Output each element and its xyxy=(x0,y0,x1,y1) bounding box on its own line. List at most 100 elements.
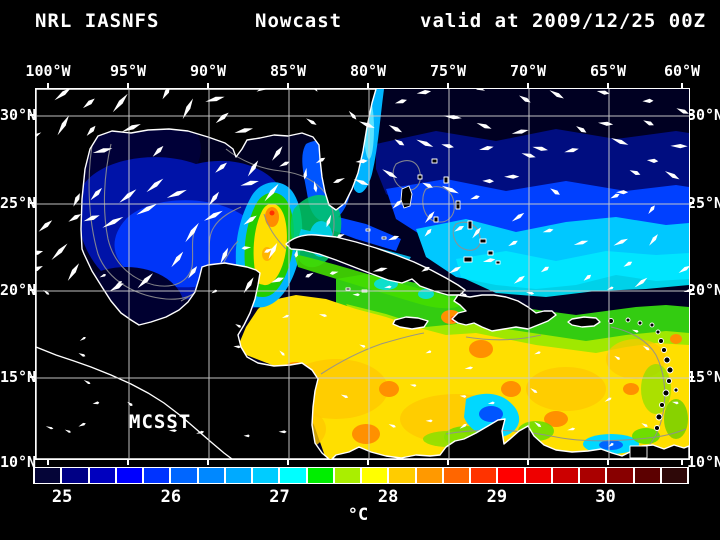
current-arrow xyxy=(83,98,95,109)
colorbar-tick-label: 26 xyxy=(160,487,182,507)
current-arrow xyxy=(672,401,679,405)
current-arrow xyxy=(122,124,141,132)
current-arrow xyxy=(235,324,241,328)
colorbar-cell xyxy=(197,468,225,483)
current-arrow xyxy=(36,250,44,255)
colorbar-cell xyxy=(252,468,280,483)
current-arrow xyxy=(305,272,314,278)
current-arrow xyxy=(634,277,648,288)
current-arrow xyxy=(278,430,287,434)
current-arrow xyxy=(441,185,459,194)
current-arrow xyxy=(78,353,86,357)
axis-tick xyxy=(127,83,129,88)
current-arrow xyxy=(112,93,128,113)
current-arrow xyxy=(665,171,680,180)
current-arrow xyxy=(73,193,80,207)
current-arrow xyxy=(576,126,587,133)
axis-tick xyxy=(607,460,609,465)
current-arrow xyxy=(542,228,554,233)
mcsst-label: MCSST xyxy=(129,411,191,433)
current-arrow xyxy=(348,110,357,120)
current-arrow xyxy=(482,258,496,263)
current-arrow xyxy=(604,397,612,402)
islands-bahamas xyxy=(365,158,501,265)
current-arrow xyxy=(425,350,432,354)
current-arrow xyxy=(614,355,620,360)
current-arrow xyxy=(479,146,494,151)
current-arrow xyxy=(211,289,217,294)
land-north-central-america xyxy=(36,89,377,459)
axis-tick xyxy=(47,83,49,88)
current-arrow xyxy=(240,180,259,186)
current-arrow xyxy=(632,329,639,333)
current-arrow xyxy=(513,275,525,284)
current-arrow xyxy=(51,243,68,260)
axis-tick xyxy=(287,83,289,88)
current-arrow xyxy=(115,281,122,286)
current-arrow xyxy=(678,266,689,273)
current-arrow xyxy=(454,225,465,232)
axis-tick xyxy=(527,83,529,88)
current-arrow xyxy=(472,227,481,239)
current-arrow xyxy=(38,220,53,232)
current-arrow xyxy=(86,125,96,136)
current-arrow xyxy=(92,401,100,405)
current-arrow xyxy=(282,314,289,318)
land-south-america xyxy=(331,418,689,459)
lon-tick-label: 85°W xyxy=(269,62,307,80)
current-arrow xyxy=(243,215,257,225)
axis-tick xyxy=(30,376,35,378)
colorbar-cell xyxy=(442,468,470,483)
colorbar-tick-label: 28 xyxy=(377,487,399,507)
current-arrow xyxy=(234,128,253,133)
colorbar-tick-label: 30 xyxy=(595,487,616,507)
current-arrow xyxy=(388,125,403,133)
current-arrow xyxy=(443,115,462,120)
axis-tick xyxy=(30,114,35,116)
current-arrow xyxy=(611,138,629,145)
current-arrow xyxy=(359,121,375,129)
lon-tick-label: 75°W xyxy=(429,62,467,80)
current-arrow xyxy=(613,238,628,246)
current-arrow xyxy=(683,289,689,292)
map-canvas: MCSST xyxy=(36,89,689,459)
current-arrow xyxy=(337,234,345,238)
current-arrow xyxy=(215,112,229,124)
colorbar xyxy=(33,467,689,484)
current-arrow xyxy=(313,89,318,92)
island-hispaniola xyxy=(451,294,557,332)
current-arrow xyxy=(279,161,290,167)
current-arrow xyxy=(272,146,283,161)
current-arrow xyxy=(36,266,43,272)
current-arrow xyxy=(83,215,100,222)
colorbar-cell xyxy=(551,468,579,483)
colorbar-cells xyxy=(34,468,688,483)
colorbar-cell xyxy=(143,468,171,483)
island-cuba xyxy=(285,234,466,296)
current-arrow xyxy=(83,380,91,384)
colorbar-cell xyxy=(579,468,607,483)
current-arrow xyxy=(416,139,434,147)
current-arrow xyxy=(241,246,252,250)
lon-tick-label: 70°W xyxy=(509,62,547,80)
current-arrow xyxy=(204,210,223,221)
current-arrow xyxy=(567,427,576,431)
axis-tick xyxy=(607,83,609,88)
current-arrow xyxy=(549,90,564,99)
colorbar-cell xyxy=(660,468,688,483)
current-arrow xyxy=(119,189,137,203)
current-arrow xyxy=(616,190,629,195)
current-arrow xyxy=(530,388,538,393)
current-arrow xyxy=(448,266,462,274)
current-arrow xyxy=(137,273,153,289)
colorbar-tick-label: 25 xyxy=(51,487,73,507)
axis-tick xyxy=(367,460,369,465)
colorbar-cell xyxy=(497,468,525,483)
current-arrow xyxy=(388,235,400,241)
current-arrow xyxy=(99,273,106,278)
current-arrow xyxy=(306,118,317,125)
lon-tick-label: 100°W xyxy=(25,62,71,80)
current-arrow xyxy=(319,314,328,317)
title-product: Nowcast xyxy=(255,10,343,32)
